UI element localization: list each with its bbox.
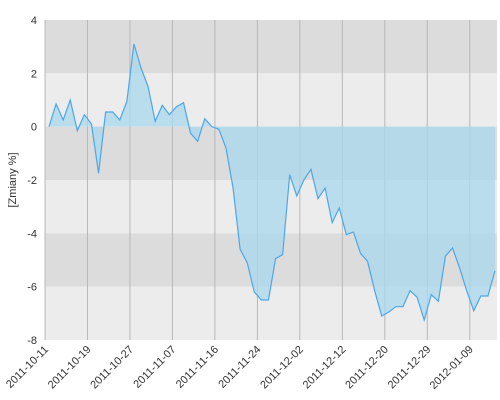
- x-tick-label: 2011-12-20: [343, 344, 391, 392]
- x-tick-label: 2011-12-29: [386, 344, 434, 392]
- y-tick-label: -2: [27, 175, 37, 187]
- x-tick-label: 2011-11-16: [174, 344, 221, 391]
- y-tick-label: -4: [27, 228, 37, 240]
- y-tick-label: -6: [27, 282, 37, 294]
- grid-band: [45, 20, 497, 74]
- x-tick-label: 2011-10-11: [4, 344, 51, 391]
- x-tick-label: 2011-10-27: [88, 344, 136, 392]
- y-axis-label: [Zmiany %]: [7, 152, 19, 207]
- x-tick-label: 2011-12-02: [258, 344, 306, 392]
- y-tick-label: 0: [31, 122, 37, 134]
- x-tick-label: 2011-10-19: [46, 344, 94, 392]
- x-tick-label: 2012-01-09: [428, 344, 476, 392]
- line: [48, 43, 496, 323]
- x-tick-label: 2011-11-07: [131, 344, 178, 391]
- y-tick-label: 2: [31, 68, 37, 80]
- area: [49, 44, 495, 320]
- y-tick-label: -8: [27, 335, 37, 347]
- x-tick-label: 2011-11-24: [216, 344, 263, 391]
- x-tick-label: 2011-12-12: [301, 344, 349, 392]
- y-tick-label: 4: [31, 15, 37, 27]
